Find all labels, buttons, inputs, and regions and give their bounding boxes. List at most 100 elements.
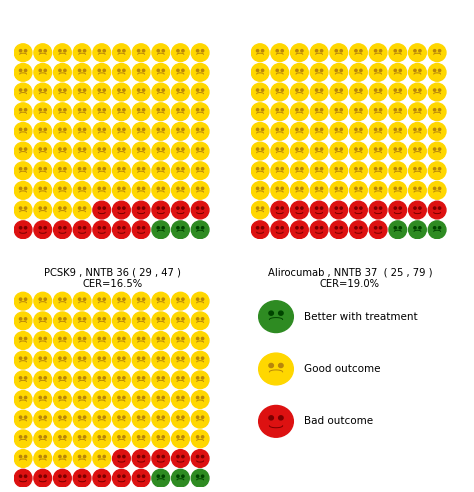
Circle shape — [24, 338, 27, 339]
Circle shape — [428, 103, 446, 121]
Circle shape — [83, 298, 86, 300]
Circle shape — [152, 292, 170, 310]
Circle shape — [103, 69, 105, 71]
Circle shape — [172, 123, 189, 140]
Circle shape — [34, 142, 52, 160]
Circle shape — [112, 371, 130, 389]
Circle shape — [132, 44, 150, 62]
Circle shape — [44, 148, 46, 150]
Circle shape — [369, 44, 387, 62]
Circle shape — [137, 298, 140, 300]
Circle shape — [93, 332, 110, 349]
Circle shape — [414, 148, 416, 150]
Circle shape — [251, 182, 269, 199]
Circle shape — [137, 338, 140, 339]
Circle shape — [19, 50, 22, 52]
Circle shape — [157, 227, 159, 229]
Circle shape — [83, 318, 86, 320]
Circle shape — [296, 227, 298, 229]
Circle shape — [276, 50, 278, 52]
Circle shape — [276, 207, 278, 209]
Circle shape — [64, 128, 66, 130]
Circle shape — [409, 83, 426, 101]
Circle shape — [394, 207, 396, 209]
Circle shape — [197, 89, 199, 91]
Circle shape — [191, 123, 209, 140]
Circle shape — [34, 312, 52, 330]
Circle shape — [54, 44, 71, 62]
Circle shape — [54, 391, 71, 408]
Circle shape — [73, 391, 91, 408]
Circle shape — [162, 377, 164, 379]
Circle shape — [310, 123, 328, 140]
Circle shape — [269, 364, 273, 368]
Circle shape — [98, 207, 100, 209]
Circle shape — [369, 162, 387, 180]
Circle shape — [103, 416, 105, 418]
Circle shape — [197, 168, 199, 170]
Circle shape — [157, 187, 159, 189]
Circle shape — [137, 318, 140, 320]
Circle shape — [310, 201, 328, 219]
Circle shape — [19, 109, 22, 111]
Circle shape — [19, 298, 22, 300]
Circle shape — [276, 69, 278, 71]
Circle shape — [320, 50, 323, 52]
Circle shape — [291, 83, 308, 101]
Circle shape — [197, 148, 199, 150]
Circle shape — [132, 182, 150, 199]
Circle shape — [34, 44, 52, 62]
Circle shape — [59, 227, 61, 229]
Circle shape — [44, 377, 46, 379]
Circle shape — [79, 227, 81, 229]
Circle shape — [73, 103, 91, 121]
Circle shape — [201, 89, 204, 91]
Circle shape — [59, 89, 61, 91]
Circle shape — [172, 450, 189, 467]
Circle shape — [19, 338, 22, 339]
Circle shape — [379, 168, 382, 170]
Circle shape — [409, 123, 426, 140]
Circle shape — [191, 450, 209, 467]
Circle shape — [197, 357, 199, 359]
Circle shape — [39, 69, 41, 71]
Circle shape — [414, 168, 416, 170]
Circle shape — [374, 168, 377, 170]
Circle shape — [177, 357, 179, 359]
Circle shape — [59, 109, 61, 111]
Circle shape — [132, 162, 150, 180]
Circle shape — [335, 207, 337, 209]
Circle shape — [39, 207, 41, 209]
Circle shape — [142, 109, 145, 111]
Circle shape — [44, 128, 46, 130]
Circle shape — [54, 83, 71, 101]
Circle shape — [419, 227, 421, 229]
Circle shape — [197, 298, 199, 300]
Circle shape — [201, 318, 204, 320]
Circle shape — [123, 456, 125, 458]
Circle shape — [197, 436, 199, 438]
Circle shape — [335, 227, 337, 229]
Circle shape — [157, 168, 159, 170]
Circle shape — [201, 475, 204, 477]
Circle shape — [112, 430, 130, 448]
Circle shape — [123, 148, 125, 150]
Circle shape — [112, 83, 130, 101]
Circle shape — [142, 397, 145, 399]
Circle shape — [103, 187, 105, 189]
Circle shape — [59, 50, 61, 52]
Circle shape — [123, 50, 125, 52]
Circle shape — [98, 227, 100, 229]
Circle shape — [360, 89, 362, 91]
Circle shape — [39, 109, 41, 111]
Circle shape — [389, 63, 407, 81]
Circle shape — [14, 182, 32, 199]
Circle shape — [201, 148, 204, 150]
Circle shape — [177, 109, 179, 111]
Circle shape — [44, 456, 46, 458]
Circle shape — [118, 397, 120, 399]
Circle shape — [39, 338, 41, 339]
Circle shape — [64, 207, 66, 209]
Circle shape — [93, 410, 110, 428]
Circle shape — [394, 148, 396, 150]
